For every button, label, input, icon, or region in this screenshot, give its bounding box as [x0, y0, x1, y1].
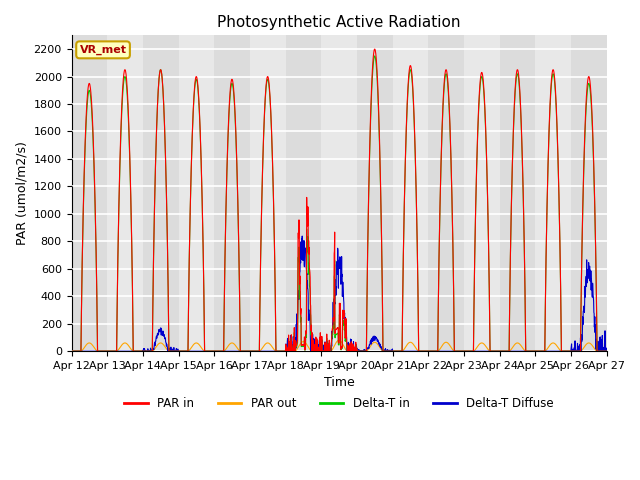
Delta-T Diffuse: [298, 233, 306, 239]
Line: Delta-T Diffuse: Delta-T Diffuse: [72, 236, 607, 351]
PAR out: [355, 348, 362, 354]
Delta-T in: [570, 348, 578, 354]
Bar: [250, 36, 285, 351]
Delta-T in: [603, 348, 611, 354]
Title: Photosynthetic Active Radiation: Photosynthetic Active Radiation: [217, 15, 461, 30]
PAR out: [556, 347, 563, 352]
Line: PAR out: PAR out: [72, 340, 607, 351]
Delta-T Diffuse: [495, 348, 502, 354]
Y-axis label: PAR (umol/m2/s): PAR (umol/m2/s): [15, 141, 28, 245]
PAR in: [355, 348, 362, 354]
PAR in: [495, 348, 502, 354]
Bar: [143, 36, 179, 351]
Bar: [72, 36, 107, 351]
Delta-T in: [556, 216, 563, 222]
Bar: [464, 36, 499, 351]
Bar: [357, 36, 392, 351]
Delta-T in: [371, 53, 378, 59]
PAR in: [217, 348, 225, 354]
PAR out: [495, 348, 502, 354]
PAR in: [68, 348, 76, 354]
Delta-T Diffuse: [217, 348, 225, 354]
Delta-T Diffuse: [366, 340, 374, 346]
PAR out: [217, 348, 225, 354]
Delta-T Diffuse: [556, 348, 563, 354]
Delta-T in: [366, 143, 374, 148]
PAR in: [366, 138, 374, 144]
Bar: [321, 36, 357, 351]
PAR in: [556, 215, 563, 220]
PAR out: [570, 348, 578, 354]
Delta-T in: [495, 348, 502, 354]
PAR in: [371, 46, 378, 52]
PAR out: [335, 337, 343, 343]
Delta-T in: [355, 348, 362, 354]
Bar: [428, 36, 464, 351]
Legend: PAR in, PAR out, Delta-T in, Delta-T Diffuse: PAR in, PAR out, Delta-T in, Delta-T Dif…: [119, 392, 559, 415]
Bar: [535, 36, 571, 351]
Delta-T Diffuse: [570, 345, 578, 350]
Delta-T Diffuse: [603, 348, 611, 354]
Bar: [571, 36, 607, 351]
Bar: [392, 36, 428, 351]
PAR out: [68, 348, 76, 354]
X-axis label: Time: Time: [324, 376, 355, 389]
Delta-T in: [68, 348, 76, 354]
Bar: [107, 36, 143, 351]
Delta-T Diffuse: [68, 348, 76, 354]
Bar: [499, 36, 535, 351]
PAR out: [603, 348, 611, 354]
PAR out: [366, 344, 374, 349]
Delta-T in: [217, 348, 225, 354]
Line: PAR in: PAR in: [72, 49, 607, 351]
PAR in: [603, 348, 611, 354]
Line: Delta-T in: Delta-T in: [72, 56, 607, 351]
Delta-T Diffuse: [355, 348, 362, 354]
Bar: [214, 36, 250, 351]
Text: VR_met: VR_met: [79, 45, 127, 55]
Bar: [285, 36, 321, 351]
Bar: [179, 36, 214, 351]
PAR in: [570, 348, 578, 354]
